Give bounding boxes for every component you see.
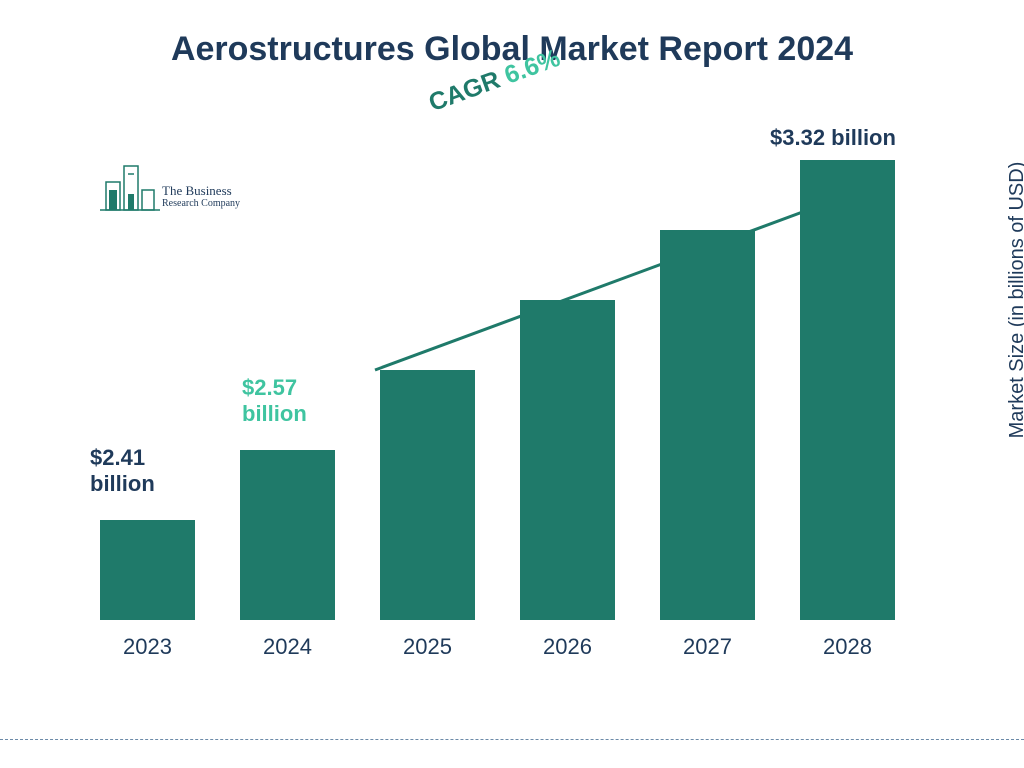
x-axis-tick-label: 2028: [823, 634, 872, 660]
x-axis-tick-label: 2023: [123, 634, 172, 660]
x-axis-tick-label: 2024: [263, 634, 312, 660]
cagr-prefix: CAGR: [425, 63, 510, 117]
value-label-2024: $2.57 billion: [242, 375, 342, 427]
value-label-amount: $3.32 billion: [770, 125, 896, 150]
footer-divider: [0, 739, 1024, 740]
x-axis-tick-label: 2025: [403, 634, 452, 660]
bar: [240, 450, 335, 620]
bar: [660, 230, 755, 620]
x-axis-tick-label: 2026: [543, 634, 592, 660]
bar: [380, 370, 475, 620]
bar: [100, 520, 195, 620]
value-label-amount: $2.57: [242, 375, 297, 400]
page-root: Aerostructures Global Market Report 2024…: [0, 0, 1024, 768]
x-axis-tick-label: 2027: [683, 634, 732, 660]
bar: [520, 300, 615, 620]
value-label-unit: billion: [90, 471, 155, 496]
value-label-unit: billion: [242, 401, 307, 426]
y-axis-label: Market Size (in billions of USD): [1006, 162, 1024, 439]
bar: [800, 160, 895, 620]
value-label-2028: $3.32 billion: [770, 125, 896, 151]
value-label-amount: $2.41: [90, 445, 145, 470]
value-label-2023: $2.41 billion: [90, 445, 190, 497]
bar-chart: 2023 2024 2025 2026 2027 2028: [90, 140, 920, 660]
